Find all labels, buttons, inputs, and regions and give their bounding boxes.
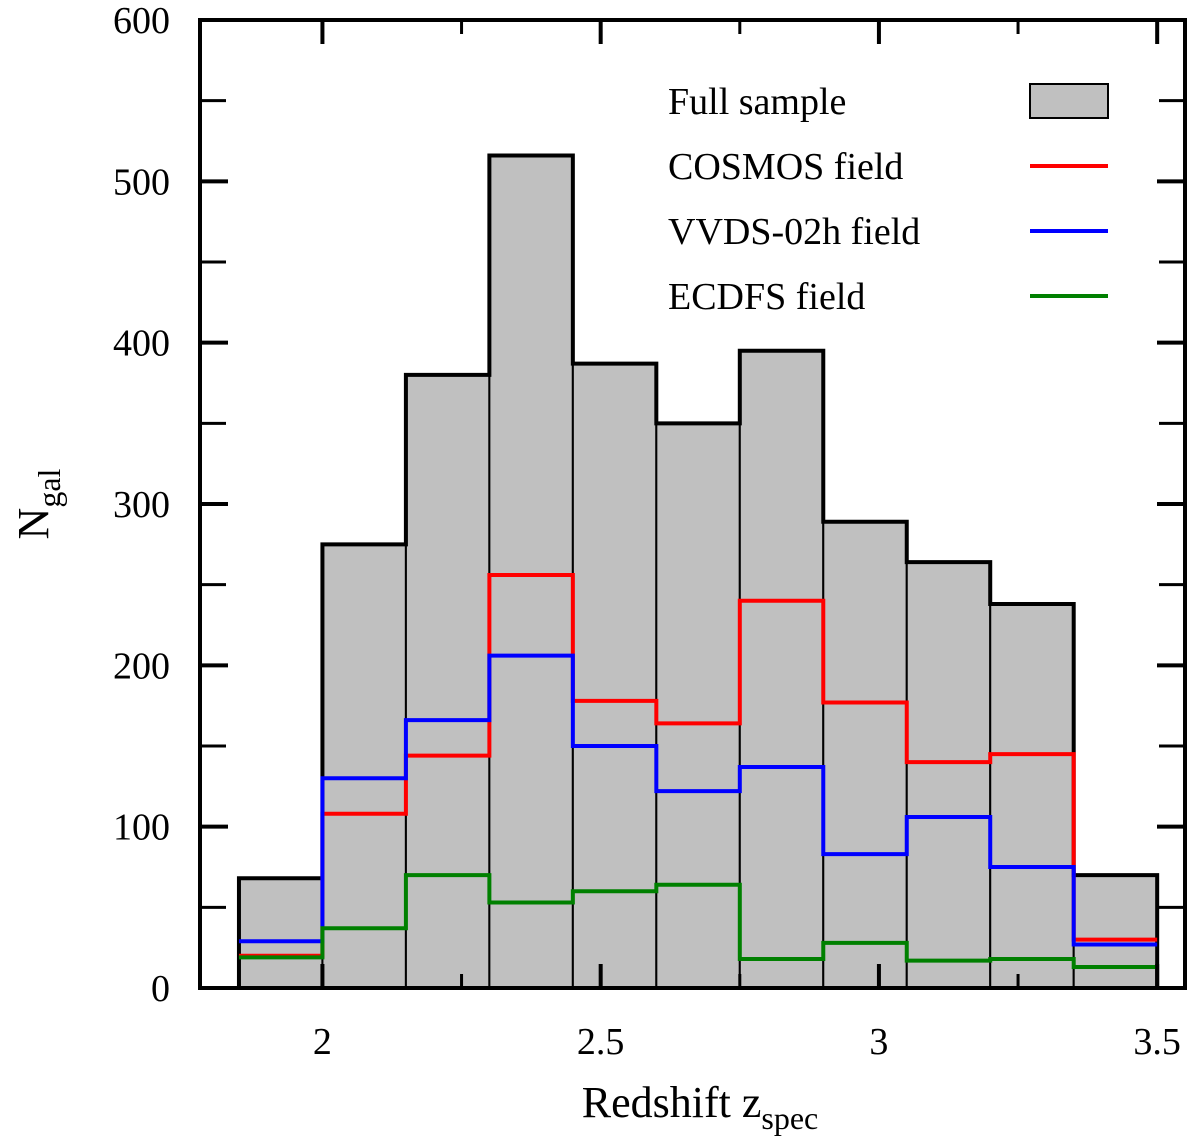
bar-full-sample-0 xyxy=(237,877,324,989)
y-tick-label: 100 xyxy=(113,807,170,849)
step-line-ecdfs-field xyxy=(238,873,1158,970)
bar-full-sample-8 xyxy=(905,561,992,990)
legend-label-ecdfs-field: ECDFS field xyxy=(668,276,865,318)
bar-full-sample-1 xyxy=(321,543,407,989)
y-tick-label: 200 xyxy=(113,645,170,687)
bar-full-sample-9 xyxy=(989,603,1075,989)
legend-label-vvds-02h-field: VVDS-02h field xyxy=(668,211,920,253)
bar-full-sample-7 xyxy=(822,520,908,989)
legend: Full sample COSMOS field VVDS-02h field ECD… xyxy=(668,81,1109,318)
bars-layer xyxy=(236,153,1160,990)
legend-label-cosmos-field: COSMOS field xyxy=(668,146,903,188)
bar-full-sample-6 xyxy=(738,349,825,989)
y-tick-label: 0 xyxy=(151,968,170,1010)
x-axis-title-main: Redshift z xyxy=(582,1078,762,1127)
plot-frame xyxy=(198,18,1187,990)
x-tick-label: 2 xyxy=(313,1021,332,1063)
bar-full-sample-2 xyxy=(404,373,491,989)
y-tick-label: 500 xyxy=(113,161,170,203)
y-tick-label: 400 xyxy=(113,323,170,365)
x-tick-label: 3.5 xyxy=(1133,1021,1181,1063)
legend-swatch-full-sample xyxy=(1029,83,1109,119)
labels-layer: 2 2.5 3 3.5 0 100 200 300 400 500 600 xyxy=(113,0,1181,1063)
steps-layer xyxy=(238,572,1158,970)
ticks-layer xyxy=(200,18,1185,990)
legend-label-full-sample: Full sample xyxy=(668,81,846,123)
full-sample-outline xyxy=(236,153,1160,988)
x-tick-label: 2.5 xyxy=(577,1021,625,1063)
step-line-cosmos-field xyxy=(238,572,1158,958)
y-tick-label: 300 xyxy=(113,484,170,526)
bar-full-sample-4 xyxy=(571,362,658,989)
step-line-vvds-02h-field xyxy=(238,653,1158,947)
y-axis-title-sub: gal xyxy=(31,468,67,507)
x-axis-title-sub: spec xyxy=(761,1100,818,1136)
bar-full-sample-5 xyxy=(655,422,741,990)
y-tick-label: 600 xyxy=(113,0,170,42)
bar-full-sample-3 xyxy=(488,154,574,989)
y-axis-title: Ngal xyxy=(9,468,67,539)
x-axis-title: Redshift zspec xyxy=(582,1078,819,1136)
y-axis-title-main: N xyxy=(9,508,58,540)
x-tick-label: 3 xyxy=(869,1021,888,1063)
bar-full-sample-10 xyxy=(1072,874,1159,989)
